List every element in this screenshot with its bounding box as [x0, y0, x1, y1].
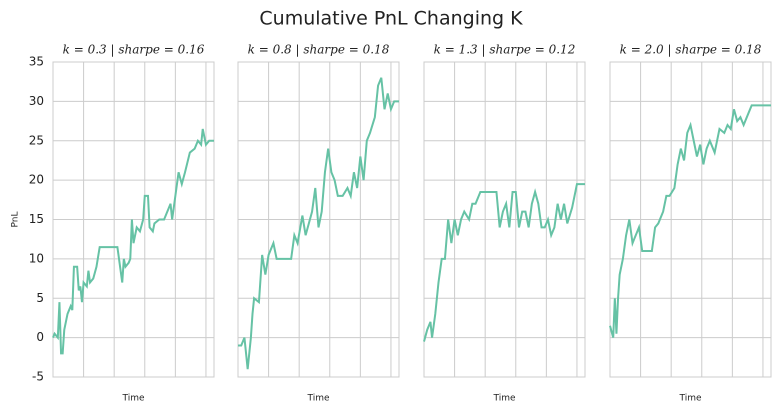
x-axis-label: Time	[306, 394, 329, 404]
figure-title: Cumulative PnL Changing K	[259, 8, 523, 30]
y-tick-label: 25	[29, 133, 44, 147]
y-tick-label: 15	[29, 212, 44, 226]
y-tick-label: 35	[29, 55, 44, 69]
y-tick-label: 0	[36, 330, 44, 344]
y-axis-label: PnL	[11, 212, 21, 228]
pnl-line	[52, 128, 214, 355]
y-tick-label: 20	[29, 173, 44, 187]
subplot-title: k = 2.0 | sharpe = 0.18	[620, 43, 762, 57]
y-tick-label: -5	[32, 370, 44, 384]
subplot-title: k = 0.8 | sharpe = 0.18	[248, 43, 390, 57]
y-tick-label: 10	[29, 251, 44, 265]
pnl-line	[238, 77, 399, 370]
x-axis-label: Time	[121, 394, 144, 404]
subplot-title: k = 0.3 | sharpe = 0.16	[63, 43, 205, 57]
y-tick-label: 30	[29, 94, 44, 108]
y-tick-label: 5	[36, 291, 44, 305]
pnl-line	[609, 104, 771, 338]
pnl-line	[423, 183, 585, 342]
x-axis-label: Time	[492, 394, 515, 404]
subplot-title: k = 1.3 | sharpe = 0.12	[434, 43, 576, 57]
x-axis-label: Time	[678, 394, 701, 404]
